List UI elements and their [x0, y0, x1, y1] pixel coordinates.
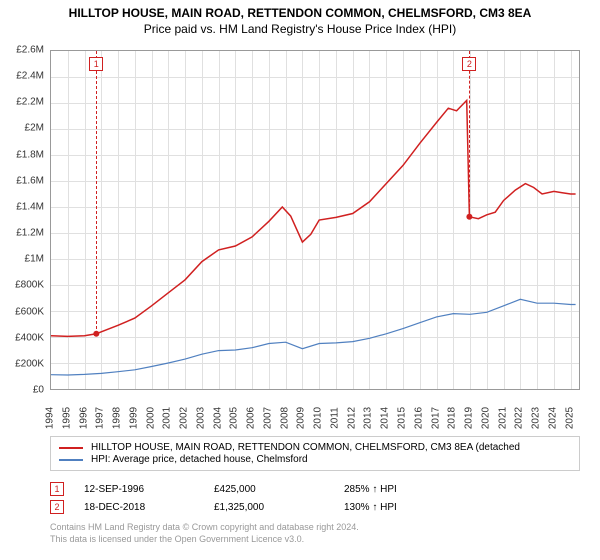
- sales-date: 12-SEP-1996: [84, 484, 214, 495]
- x-tick-label: 2010: [313, 407, 324, 429]
- x-tick-label: 2013: [363, 407, 374, 429]
- chart-container: HILLTOP HOUSE, MAIN ROAD, RETTENDON COMM…: [0, 0, 600, 560]
- y-tick-label: £1.2M: [16, 228, 44, 239]
- chart-title: HILLTOP HOUSE, MAIN ROAD, RETTENDON COMM…: [0, 0, 600, 22]
- plot-svg: [51, 51, 579, 389]
- x-tick-label: 2012: [346, 407, 357, 429]
- x-tick-label: 2001: [162, 407, 173, 429]
- sales-marker: 1: [50, 482, 64, 496]
- x-tick-label: 2020: [480, 407, 491, 429]
- sales-row: 1 12-SEP-1996£425,000285% ↑ HPI: [50, 480, 580, 498]
- marker-dash-2: [469, 51, 470, 217]
- footer-line2: This data is licensed under the Open Gov…: [50, 534, 580, 546]
- x-tick-label: 2025: [564, 407, 575, 429]
- sales-marker: 2: [50, 500, 64, 514]
- x-tick-label: 1996: [78, 407, 89, 429]
- x-tick-label: 2018: [447, 407, 458, 429]
- y-tick-label: £2.4M: [16, 71, 44, 82]
- x-tick-label: 2021: [497, 407, 508, 429]
- x-tick-label: 1994: [45, 407, 56, 429]
- legend-label: HILLTOP HOUSE, MAIN ROAD, RETTENDON COMM…: [91, 442, 520, 453]
- x-tick-label: 1998: [112, 407, 123, 429]
- sales-table: 1 12-SEP-1996£425,000285% ↑ HPI 2 18-DEC-20…: [50, 480, 580, 516]
- x-tick-label: 2014: [380, 407, 391, 429]
- sales-date: 18-DEC-2018: [84, 502, 214, 513]
- x-tick-label: 2024: [547, 407, 558, 429]
- legend-swatch: [59, 447, 83, 449]
- sales-pct: 130% ↑ HPI: [344, 502, 474, 513]
- legend-label: HPI: Average price, detached house, Chel…: [91, 454, 308, 465]
- chart-subtitle: Price paid vs. HM Land Registry's House …: [0, 22, 600, 40]
- y-axis: £0£200K£400K£600K£800K£1M£1.2M£1.4M£1.6M…: [0, 50, 48, 390]
- y-tick-label: £2.6M: [16, 45, 44, 56]
- marker-box-2: 2: [462, 57, 476, 71]
- y-tick-label: £1.4M: [16, 201, 44, 212]
- y-tick-label: £600K: [15, 306, 44, 317]
- y-tick-label: £200K: [15, 358, 44, 369]
- x-tick-label: 2015: [397, 407, 408, 429]
- x-tick-label: 2009: [296, 407, 307, 429]
- y-tick-label: £400K: [15, 332, 44, 343]
- x-tick-label: 1995: [61, 407, 72, 429]
- x-tick-label: 2003: [195, 407, 206, 429]
- series-hpi: [51, 299, 576, 375]
- marker-dash-1: [96, 51, 97, 334]
- x-tick-label: 2000: [145, 407, 156, 429]
- x-tick-label: 2008: [279, 407, 290, 429]
- legend: HILLTOP HOUSE, MAIN ROAD, RETTENDON COMM…: [50, 436, 580, 471]
- x-tick-label: 2019: [464, 407, 475, 429]
- x-axis: 1994199519961997199819992000200120022003…: [50, 390, 580, 430]
- y-tick-label: £1.6M: [16, 175, 44, 186]
- x-tick-label: 2016: [413, 407, 424, 429]
- x-tick-label: 2017: [430, 407, 441, 429]
- marker-box-1: 1: [89, 57, 103, 71]
- x-tick-label: 2004: [212, 407, 223, 429]
- y-tick-label: £800K: [15, 280, 44, 291]
- sales-pct: 285% ↑ HPI: [344, 484, 474, 495]
- legend-item: HPI: Average price, detached house, Chel…: [59, 454, 571, 465]
- x-tick-label: 2006: [246, 407, 257, 429]
- sales-price: £1,325,000: [214, 502, 344, 513]
- series-property: [51, 100, 576, 336]
- sales-row: 2 18-DEC-2018£1,325,000130% ↑ HPI: [50, 498, 580, 516]
- x-tick-label: 2011: [329, 407, 340, 429]
- y-tick-label: £0: [33, 385, 44, 396]
- x-tick-label: 1999: [128, 407, 139, 429]
- x-tick-label: 2002: [179, 407, 190, 429]
- legend-item: HILLTOP HOUSE, MAIN ROAD, RETTENDON COMM…: [59, 442, 571, 453]
- footer-line1: Contains HM Land Registry data © Crown c…: [50, 522, 580, 534]
- footer-note: Contains HM Land Registry data © Crown c…: [50, 522, 580, 545]
- x-tick-label: 2022: [514, 407, 525, 429]
- x-tick-label: 2007: [262, 407, 273, 429]
- y-tick-label: £2M: [25, 123, 44, 134]
- x-tick-label: 2005: [229, 407, 240, 429]
- legend-swatch: [59, 459, 83, 461]
- sales-price: £425,000: [214, 484, 344, 495]
- plot-area: 12: [50, 50, 580, 390]
- x-tick-label: 2023: [531, 407, 542, 429]
- x-tick-label: 1997: [95, 407, 106, 429]
- y-tick-label: £1.8M: [16, 149, 44, 160]
- y-tick-label: £1M: [25, 254, 44, 265]
- y-tick-label: £2.2M: [16, 97, 44, 108]
